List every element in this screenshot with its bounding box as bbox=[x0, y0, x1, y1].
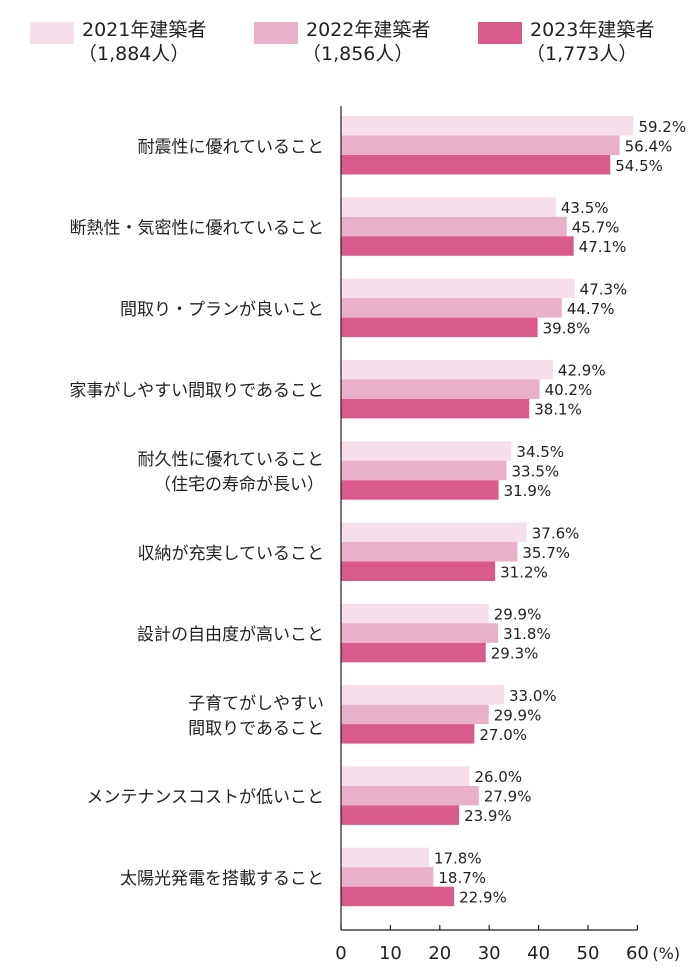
value-label-3-series-1: 47.3% bbox=[580, 280, 628, 298]
bar-8-series-1 bbox=[341, 685, 505, 705]
value-label-8-series-2: 29.9% bbox=[494, 706, 542, 724]
bar-4-series-1 bbox=[341, 359, 553, 380]
category-label-1: 耐震性に優れていること bbox=[138, 137, 325, 157]
category-label-5-line-1: 耐久性に優れていること bbox=[138, 450, 325, 470]
legend-label-2021: 2021年建築者 （1,884人） bbox=[78, 18, 207, 66]
category-label-10: 太陽光発電を搭載すること bbox=[120, 869, 324, 889]
value-label-6-series-1: 37.6% bbox=[532, 524, 580, 542]
bar-6-series-1 bbox=[341, 522, 527, 542]
bar-7-series-3 bbox=[341, 642, 486, 663]
value-label-4-series-3: 38.1% bbox=[534, 401, 582, 419]
x-tick-label-0: 0 bbox=[335, 943, 346, 964]
bar-10-series-1 bbox=[341, 847, 429, 868]
bar-2-series-2 bbox=[341, 216, 567, 237]
category-label-7: 設計の自由度が高いこと bbox=[137, 625, 324, 645]
x-tick-label-50: 50 bbox=[577, 943, 600, 964]
value-label-9-series-1: 26.0% bbox=[474, 768, 522, 786]
category-label-3: 間取り・プランが良いこと bbox=[120, 300, 324, 320]
bar-2-series-3 bbox=[341, 236, 574, 256]
value-label-4-series-2: 40.2% bbox=[545, 381, 593, 399]
value-label-5-series-2: 33.5% bbox=[511, 462, 559, 480]
value-label-1-series-1: 59.2% bbox=[638, 118, 686, 136]
legend-label-2023: 2023年建築者 （1,773人） bbox=[526, 18, 655, 66]
bar-9-series-2 bbox=[341, 785, 479, 806]
x-tick-label-20: 20 bbox=[428, 943, 451, 964]
bar-3-series-2 bbox=[341, 298, 562, 318]
value-label-8-series-3: 27.0% bbox=[479, 726, 527, 744]
value-label-1-series-3: 54.5% bbox=[615, 157, 663, 175]
category-label-8-line-1: 子育てがしやすい bbox=[188, 694, 324, 714]
legend-label-2021-year: 2021年建築者 bbox=[82, 19, 207, 41]
bar-1-series-2 bbox=[341, 135, 620, 155]
x-axis-unit: (%) bbox=[652, 944, 680, 963]
bar-2-series-1 bbox=[341, 197, 556, 217]
bar-9-series-1 bbox=[341, 766, 470, 786]
bar-1-series-3 bbox=[341, 155, 611, 175]
bar-4-series-2 bbox=[341, 379, 540, 399]
value-label-10-series-1: 17.8% bbox=[434, 849, 482, 867]
legend-label-2023-count: （1,773人） bbox=[526, 43, 638, 65]
bar-5-series-1 bbox=[341, 441, 512, 461]
value-label-7-series-2: 31.8% bbox=[503, 625, 551, 643]
bar-8-series-2 bbox=[341, 704, 489, 725]
bar-1-series-1 bbox=[341, 116, 634, 136]
legend-label-2021-count: （1,884人） bbox=[78, 43, 190, 65]
value-label-3-series-3: 39.8% bbox=[543, 319, 591, 337]
category-label-2: 断熱性・気密性に優れていること bbox=[70, 219, 325, 239]
bar-10-series-3 bbox=[341, 886, 455, 907]
value-label-10-series-3: 22.9% bbox=[459, 888, 507, 906]
category-label-4: 家事がしやすい間取りであること bbox=[69, 381, 324, 401]
legend-item-2021: 2021年建築者 （1,884人） bbox=[30, 18, 206, 66]
bar-9-series-3 bbox=[341, 805, 460, 825]
value-label-4-series-1: 42.9% bbox=[558, 362, 606, 380]
category-label-9: メンテナンスコストが低いこと bbox=[86, 788, 324, 808]
bar-5-series-2 bbox=[341, 460, 507, 481]
value-label-7-series-3: 29.3% bbox=[491, 645, 539, 663]
category-label-6: 収納が充実していること bbox=[138, 544, 325, 564]
value-label-2-series-2: 45.7% bbox=[572, 219, 620, 237]
bar-7-series-1 bbox=[341, 603, 489, 624]
x-tick-label-40: 40 bbox=[527, 943, 550, 964]
bar-3-series-3 bbox=[341, 317, 538, 338]
value-label-8-series-1: 33.0% bbox=[509, 687, 557, 705]
value-label-6-series-2: 35.7% bbox=[522, 544, 570, 562]
value-label-6-series-3: 31.2% bbox=[500, 563, 548, 581]
value-label-1-series-2: 56.4% bbox=[625, 137, 673, 155]
category-label-8-line-2: 間取りであること bbox=[188, 719, 324, 739]
bar-3-series-1 bbox=[341, 278, 575, 299]
legend-swatch-2023 bbox=[478, 22, 522, 44]
legend-label-2022-year: 2022年建築者 bbox=[306, 19, 431, 41]
legend-item-2022: 2022年建築者 （1,856人） bbox=[254, 18, 430, 66]
value-label-5-series-1: 34.5% bbox=[516, 443, 564, 461]
value-label-5-series-3: 31.9% bbox=[504, 482, 552, 500]
value-label-2-series-3: 47.1% bbox=[579, 238, 627, 256]
value-label-7-series-1: 29.9% bbox=[494, 606, 542, 624]
value-label-9-series-3: 23.9% bbox=[464, 807, 512, 825]
legend-item-2023: 2023年建築者 （1,773人） bbox=[478, 18, 654, 66]
bar-6-series-3 bbox=[341, 561, 496, 581]
bar-10-series-2 bbox=[341, 867, 434, 887]
legend-swatch-2021 bbox=[30, 22, 74, 44]
bar-6-series-2 bbox=[341, 542, 518, 562]
value-label-9-series-2: 27.9% bbox=[484, 788, 532, 806]
legend-label-2023-year: 2023年建築者 bbox=[530, 19, 655, 41]
x-tick-label-10: 10 bbox=[379, 943, 402, 964]
legend-label-2022: 2022年建築者 （1,856人） bbox=[302, 18, 431, 66]
x-tick-label-60: 60 bbox=[626, 943, 649, 964]
x-tick-label-30: 30 bbox=[478, 943, 501, 964]
category-label-5-line-2: （住宅の寿命が長い） bbox=[154, 475, 324, 495]
legend-label-2022-count: （1,856人） bbox=[302, 43, 414, 65]
bar-5-series-3 bbox=[341, 480, 499, 500]
value-label-3-series-2: 44.7% bbox=[567, 300, 615, 318]
bar-4-series-3 bbox=[341, 398, 530, 419]
bar-7-series-2 bbox=[341, 623, 499, 643]
bar-8-series-3 bbox=[341, 724, 475, 744]
value-label-2-series-1: 43.5% bbox=[561, 199, 609, 217]
legend-swatch-2022 bbox=[254, 22, 298, 44]
value-label-10-series-2: 18.7% bbox=[438, 869, 486, 887]
